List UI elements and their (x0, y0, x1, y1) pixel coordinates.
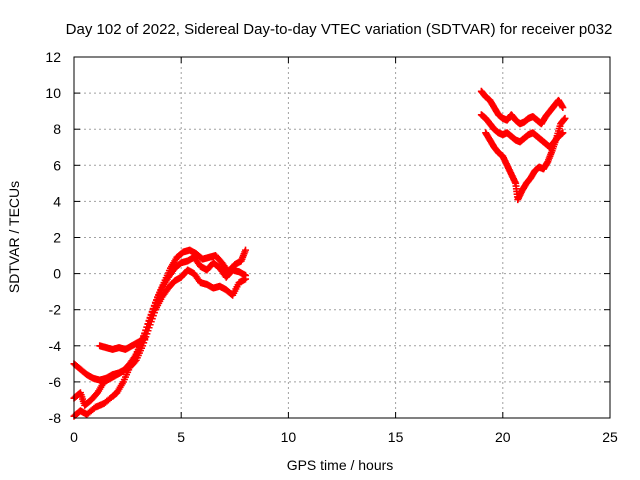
data-points (70, 87, 569, 420)
axis-ticks: -8 -6 -4 -2 0 2 4 6 8 10 12 0 5 10 15 20 25 (45, 49, 618, 445)
data-point (141, 335, 149, 343)
y-tick-label: 12 (45, 49, 61, 65)
x-tick-label: 20 (495, 429, 511, 445)
data-point (242, 271, 250, 279)
y-axis-label: SDTVAR / TECUs (6, 181, 22, 293)
y-tick-label: -8 (49, 410, 62, 426)
x-tick-label: 0 (70, 429, 78, 445)
x-tick-label: 15 (388, 429, 404, 445)
early-flat-trace (96, 335, 149, 353)
y-tick-label: -4 (49, 338, 62, 354)
evening-lower-trace (482, 114, 569, 204)
data-point (561, 114, 569, 122)
data-point (559, 104, 567, 112)
band-upper-trace (70, 246, 250, 384)
y-tick-label: 4 (53, 193, 61, 209)
data-point (242, 246, 250, 254)
y-tick-label: -2 (49, 302, 62, 318)
x-tick-label: 25 (602, 429, 618, 445)
band-middle-trace (70, 253, 250, 409)
y-tick-label: 10 (45, 85, 61, 101)
x-tick-label: 10 (281, 429, 297, 445)
y-tick-label: 6 (53, 157, 61, 173)
y-tick-label: 0 (53, 266, 61, 282)
x-axis-label: GPS time / hours (287, 457, 394, 473)
evening-upper-trace (477, 87, 567, 128)
x-tick-label: 5 (177, 429, 185, 445)
chart-title: Day 102 of 2022, Sidereal Day-to-day VTE… (66, 21, 613, 38)
y-tick-label: 2 (53, 230, 61, 246)
y-tick-label: -6 (49, 374, 62, 390)
gridlines (74, 57, 610, 418)
y-tick-label: 8 (53, 121, 61, 137)
